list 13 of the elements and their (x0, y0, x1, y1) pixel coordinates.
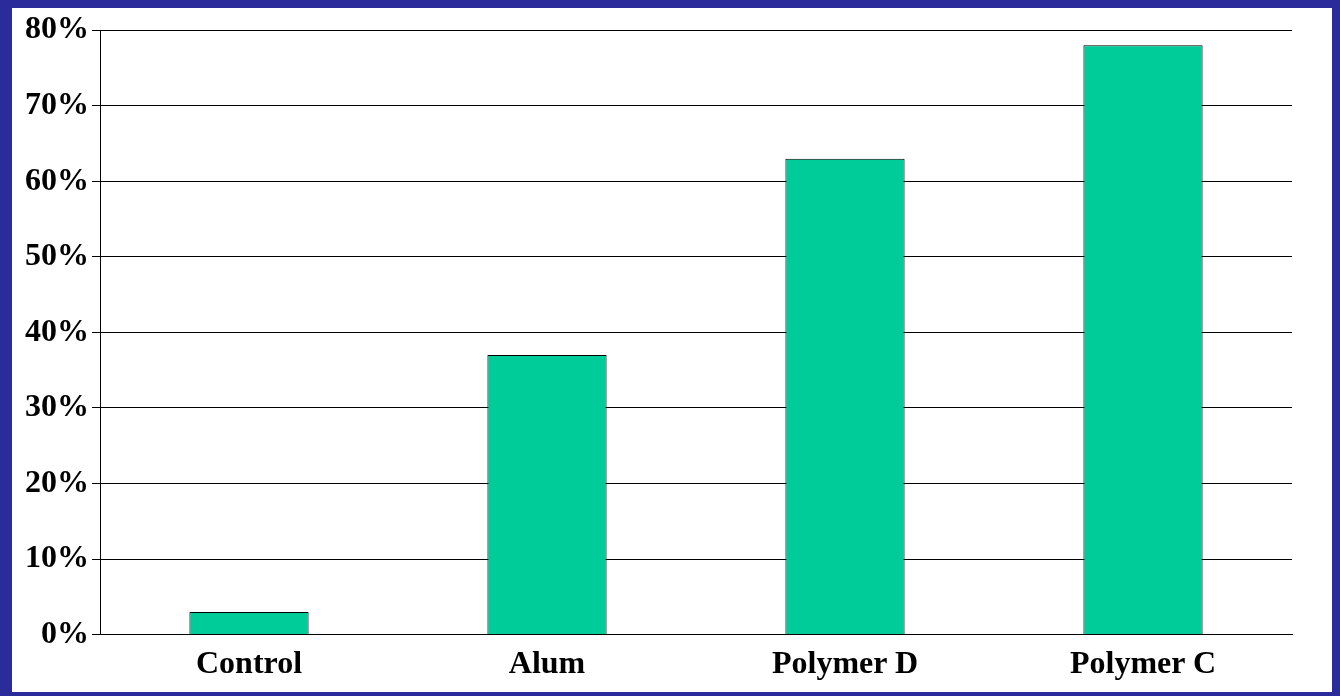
x-tick-label: Control (195, 644, 303, 681)
y-tick-label: 80% (25, 9, 89, 46)
y-tick-label: 40% (25, 311, 89, 348)
y-tick-label: 30% (25, 387, 89, 424)
y-tick-label: 60% (25, 160, 89, 197)
x-tick-label: Polymer C (1069, 644, 1217, 681)
y-tick-label: 50% (25, 236, 89, 273)
x-tick-label: Polymer D (771, 644, 919, 681)
y-tick-label: 10% (25, 538, 89, 575)
y-tick-label: 0% (41, 613, 89, 650)
y-tick-label: 70% (25, 85, 89, 122)
x-tick-label: Alum (508, 644, 586, 681)
y-tick-label: 20% (25, 462, 89, 499)
